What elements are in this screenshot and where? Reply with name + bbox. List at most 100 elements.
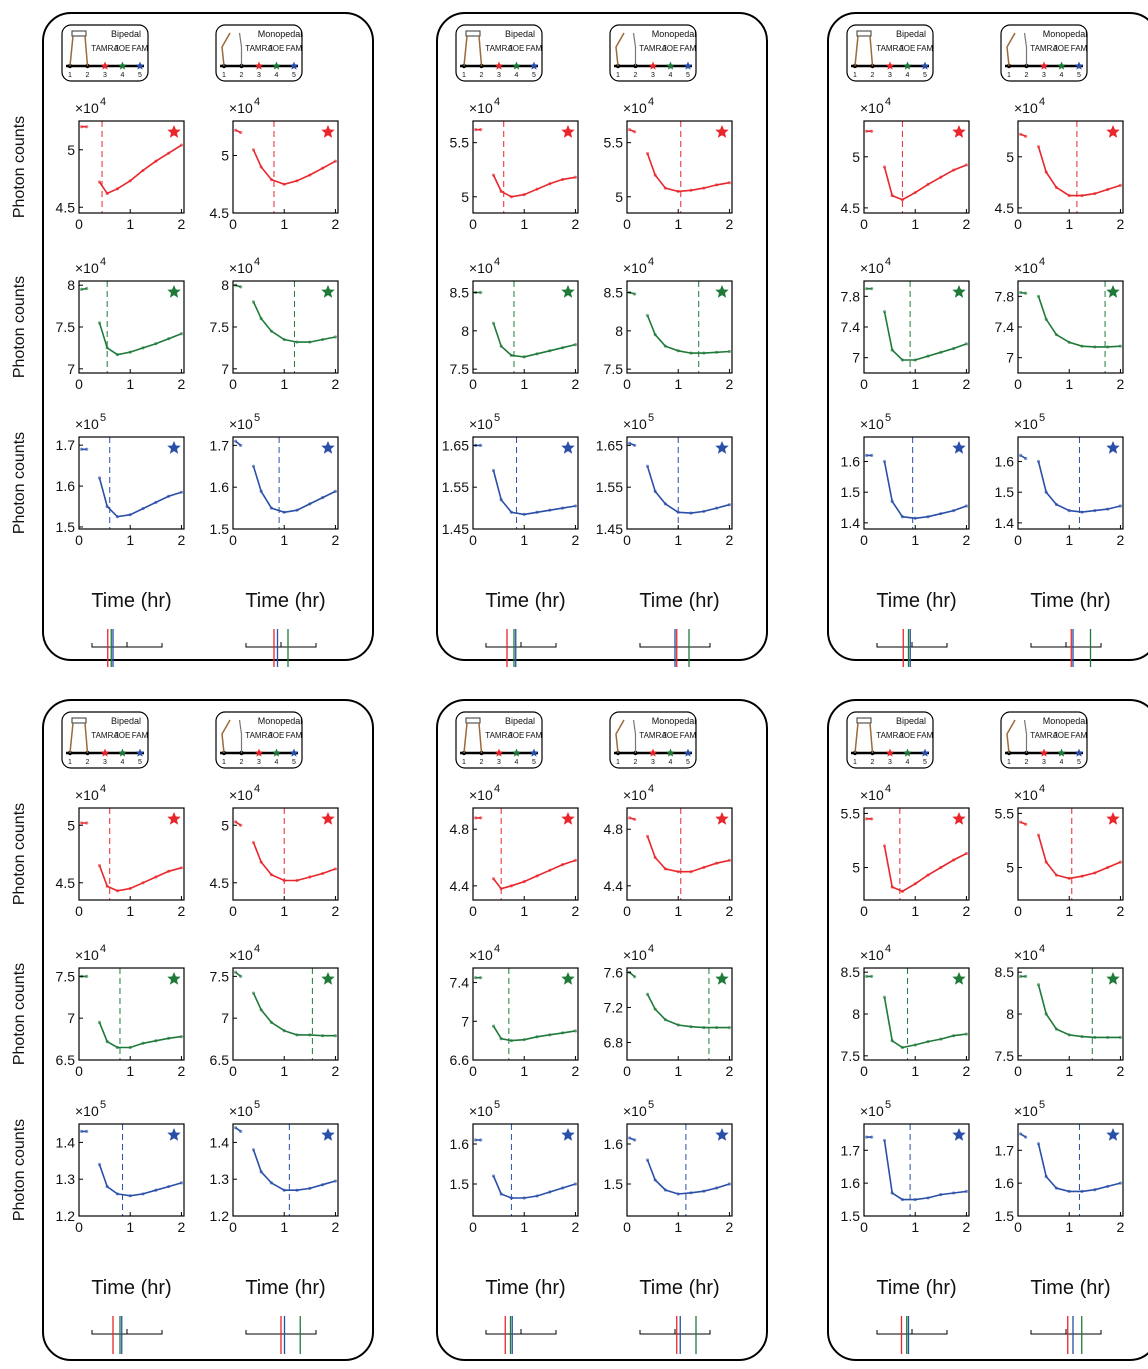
site-number: 4 [669,759,673,766]
y-tick-label: 8.5 [841,964,861,980]
data-line [236,130,336,184]
data-point [633,818,636,821]
y-tick-label: 6.5 [210,1052,230,1068]
y-tick-label: 4.5 [841,200,861,216]
data-point [308,502,311,505]
y-tick-label: 1.7 [995,1142,1015,1158]
dye-star [561,441,574,454]
data-line [867,289,967,360]
x-tick-label: 0 [469,903,477,919]
data-point [85,125,88,128]
data-point [548,509,551,512]
dye-label: JOE [1054,44,1070,53]
plot-frame [233,808,338,900]
data-point [308,1187,311,1190]
scale-label: ×10 [469,787,493,803]
x-tick-label: 0 [1014,532,1022,548]
site-number: 2 [480,72,484,79]
plot-frame [79,1124,184,1216]
data-point [1037,1142,1040,1145]
data-point [870,130,873,133]
y-tick-label: 7 [67,361,75,377]
plot-frame [1018,808,1123,900]
data-point [1080,875,1083,878]
data-point [870,287,873,290]
data-point [654,1008,657,1011]
scale-exponent: 5 [648,1099,654,1111]
dye-star [684,62,693,70]
x-tick-label: 0 [75,1063,83,1079]
dye-label: FAM [132,44,149,53]
scale-label: ×10 [1014,787,1038,803]
site-number: 4 [121,759,125,766]
data-point [561,346,564,349]
dye-star [1106,125,1119,138]
x-axis-label: Time (hr) [876,1277,956,1299]
scale-exponent: 4 [100,96,106,108]
plot-frame [473,968,578,1060]
scale-exponent: 4 [100,943,106,955]
data-line [476,445,576,514]
data-point [1106,1185,1109,1188]
data-point [106,505,109,508]
x-tick-label: 2 [1117,1219,1125,1235]
data-point [1068,341,1071,344]
data-point [234,971,237,974]
dye-star [101,749,110,757]
y-tick-label: 1.5 [995,1208,1015,1224]
scale-exponent: 5 [100,412,106,424]
data-point [523,880,526,883]
dye-star [495,749,504,757]
data-point [492,469,495,472]
x-tick-label: 0 [469,376,477,392]
plot-frame [627,808,732,900]
y-tick-label: 1.3 [56,1171,76,1187]
data-line [1021,976,1121,1037]
x-tick-label: 0 [860,903,868,919]
site-number: 2 [240,759,244,766]
data-point [80,288,83,291]
data-point [633,1138,636,1141]
x-tick-label: 2 [726,903,734,919]
data-point [252,465,255,468]
dye-star [952,812,965,825]
plot-frame [233,968,338,1060]
scale-exponent: 4 [648,96,654,108]
data-point [1080,194,1083,197]
x-tick-label: 1 [280,376,288,392]
data-point [689,1191,692,1194]
scale-label: ×10 [1014,260,1038,276]
x-tick-label: 1 [126,532,134,548]
x-tick-label: 0 [469,1063,477,1079]
scale-label: ×10 [623,260,647,276]
schematic-title: Monopedal [1043,29,1088,39]
x-tick-label: 0 [1014,216,1022,232]
site-number: 5 [1077,759,1081,766]
x-tick-label: 2 [963,1219,971,1235]
site-number: 3 [888,72,892,79]
data-point [295,1189,298,1192]
data-point [1093,871,1096,874]
x-tick-label: 0 [623,532,631,548]
y-tick-label: 6.5 [56,1052,76,1068]
dye-star [903,749,912,757]
data-line [82,127,182,194]
site-number: 3 [103,72,107,79]
data-point [901,515,904,518]
data-point [646,1158,649,1161]
data-point [239,285,242,288]
data-point [901,1198,904,1201]
data-point [1024,1136,1027,1139]
schematic-title: Monopedal [1043,716,1088,726]
x-tick-label: 0 [75,532,83,548]
dye-label: JOE [900,44,916,53]
y-tick-label: 1.7 [56,437,76,453]
plot-frame [627,437,732,529]
dye-star [290,62,299,70]
x-tick-label: 0 [623,1063,631,1079]
data-point [561,863,564,866]
scale-label: ×10 [469,947,493,963]
data-point [870,817,873,820]
plot-frame [627,121,732,213]
dye-star [321,441,334,454]
